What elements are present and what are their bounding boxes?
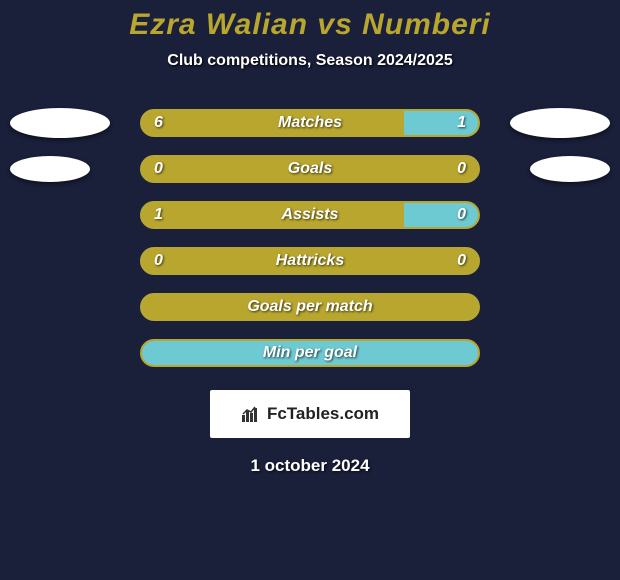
brand-badge: FcTables.com: [210, 390, 410, 438]
page-title: Ezra Walian vs Numberi: [0, 8, 620, 42]
stat-row: 10Assists: [0, 192, 620, 238]
stat-label: Matches: [142, 114, 478, 132]
subtitle: Club competitions, Season 2024/2025: [0, 52, 620, 70]
stat-row: 61Matches: [0, 100, 620, 146]
stat-label: Goals: [142, 160, 478, 178]
brand-text: FcTables.com: [241, 404, 379, 424]
player-left-marker: [10, 108, 110, 138]
stat-label: Assists: [142, 206, 478, 224]
stats-card: Ezra Walian vs Numberi Club competitions…: [0, 8, 620, 580]
player-left-marker: [10, 156, 90, 182]
stat-bar: Goals per match: [140, 293, 480, 321]
stat-bar: 00Goals: [140, 155, 480, 183]
stat-row: 00Goals: [0, 146, 620, 192]
player-right-marker: [530, 156, 610, 182]
stat-bar: 61Matches: [140, 109, 480, 137]
stat-bar: Min per goal: [140, 339, 480, 367]
stat-row: Min per goal: [0, 330, 620, 376]
stat-rows: 61Matches 00Goals 10Assists 00Hattricks Goal…: [0, 100, 620, 376]
player-right-marker: [510, 108, 610, 138]
date-label: 1 october 2024: [0, 456, 620, 476]
brand-label: FcTables.com: [267, 404, 379, 424]
stat-bar: 00Hattricks: [140, 247, 480, 275]
stat-label: Hattricks: [142, 252, 478, 270]
stat-row: Goals per match: [0, 284, 620, 330]
stat-row: 00Hattricks: [0, 238, 620, 284]
stat-label: Goals per match: [142, 298, 478, 316]
stat-label: Min per goal: [142, 344, 478, 362]
bar-chart-icon: [241, 405, 261, 423]
stat-bar: 10Assists: [140, 201, 480, 229]
